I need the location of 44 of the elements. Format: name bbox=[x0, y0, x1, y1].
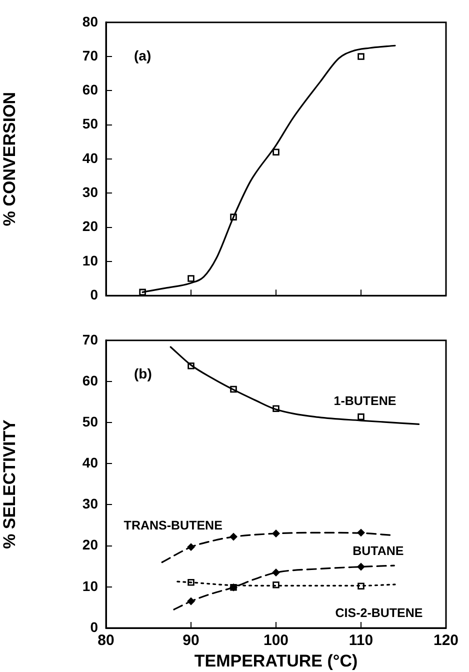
point bbox=[188, 275, 194, 282]
y-tick-label: 0 bbox=[90, 618, 98, 635]
point bbox=[272, 568, 280, 576]
y-tick-label: 20 bbox=[82, 218, 98, 234]
y-tick-label: 40 bbox=[82, 150, 98, 166]
x-tick-label: 120 bbox=[433, 632, 459, 650]
line-series bbox=[170, 346, 420, 426]
x-tick-label: 90 bbox=[182, 632, 200, 650]
y-tick-label: 80 bbox=[82, 13, 98, 30]
y-tick-label: 40 bbox=[82, 454, 98, 471]
point bbox=[358, 582, 364, 590]
y-axis-title: % CONVERSION bbox=[0, 92, 19, 226]
point bbox=[230, 214, 237, 220]
point bbox=[272, 405, 280, 412]
annotation: (b) bbox=[134, 365, 152, 382]
y-tick-label: 20 bbox=[82, 536, 98, 553]
point bbox=[272, 148, 280, 156]
y-tick-label: 30 bbox=[82, 496, 98, 512]
series-label: CIS-2-BUTENE bbox=[335, 606, 423, 620]
y-tick-label: 60 bbox=[82, 82, 98, 98]
series-label: TRANS-BUTENE bbox=[124, 518, 222, 533]
series-label: BUTANE bbox=[352, 544, 404, 558]
series-label: 1-BUTENE bbox=[334, 394, 396, 408]
y-tick-label: 10 bbox=[82, 252, 98, 268]
y-tick-label: 50 bbox=[82, 413, 98, 430]
annotation: (a) bbox=[134, 47, 152, 64]
y-tick-label: 70 bbox=[82, 47, 98, 64]
x-tick-label: 100 bbox=[263, 632, 289, 650]
point bbox=[188, 362, 194, 370]
point bbox=[272, 581, 280, 588]
point bbox=[139, 288, 146, 296]
point bbox=[188, 579, 194, 586]
y-axis-title: % SELECTIVITY bbox=[0, 418, 19, 549]
y-tick-label: 0 bbox=[90, 286, 98, 302]
x-tick-label: 110 bbox=[348, 632, 374, 650]
y-tick-label: 50 bbox=[82, 116, 98, 132]
point bbox=[358, 413, 364, 420]
point bbox=[230, 386, 237, 393]
y-tick-label: 10 bbox=[82, 578, 98, 594]
point bbox=[358, 53, 364, 60]
y-tick-label: 70 bbox=[82, 331, 98, 348]
y-tick-label: 30 bbox=[82, 184, 98, 200]
y-tick-label: 60 bbox=[82, 372, 98, 388]
x-axis-title: TEMPERATURE (°C) bbox=[194, 651, 358, 670]
